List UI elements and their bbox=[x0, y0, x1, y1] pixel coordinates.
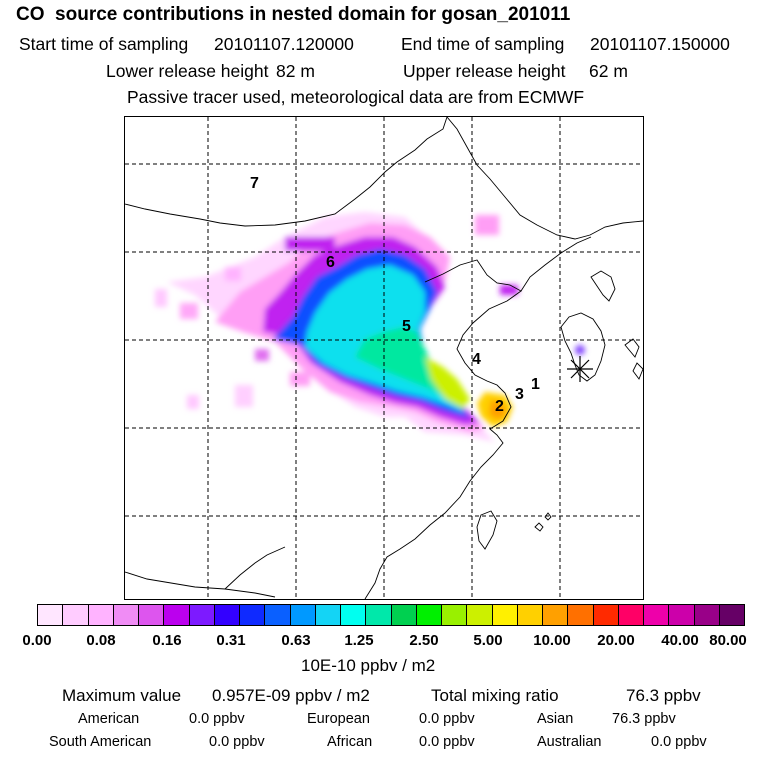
region-value-european: 0.0 ppbv bbox=[419, 711, 475, 727]
source-label-7: 7 bbox=[250, 175, 259, 192]
upper-height-label: Upper release height bbox=[403, 61, 566, 81]
colorbar-cell bbox=[38, 605, 64, 625]
map-panel: 1 2 3 4 5 6 7 bbox=[124, 116, 644, 600]
start-time-label: Start time of sampling bbox=[19, 34, 189, 54]
colorbar-tick-10: 40.00 bbox=[661, 632, 699, 649]
upper-height-value: 62 m bbox=[589, 61, 628, 81]
region-name-asian: Asian bbox=[537, 711, 574, 727]
colorbar-cell bbox=[366, 605, 392, 625]
source-label-6: 6 bbox=[326, 254, 335, 271]
colorbar-cell bbox=[669, 605, 695, 625]
star-marker-icon bbox=[567, 356, 593, 382]
lower-height-label: Lower release height bbox=[106, 61, 269, 81]
lower-height-value: 82 m bbox=[276, 61, 315, 81]
region-value-african: 0.0 ppbv bbox=[419, 734, 475, 750]
concentration-field bbox=[155, 212, 585, 442]
region-value-south-american: 0.0 ppbv bbox=[209, 734, 265, 750]
source-label-5: 5 bbox=[402, 318, 411, 335]
colorbar-tick-5: 1.25 bbox=[344, 632, 374, 649]
region-name-european: European bbox=[307, 711, 370, 727]
total-mixing-value: 76.3 ppbv bbox=[626, 686, 701, 705]
max-value: 0.957E-09 ppbv / m2 bbox=[212, 686, 370, 705]
colorbar-cell bbox=[492, 605, 518, 625]
colorbar-cell bbox=[593, 605, 619, 625]
colorbar-tick-7: 5.00 bbox=[473, 632, 503, 649]
region-name-american: American bbox=[78, 711, 140, 727]
region-name-south-american: South American bbox=[49, 734, 152, 750]
colorbar-tick-0: 0.00 bbox=[22, 632, 52, 649]
colorbar-cell bbox=[341, 605, 367, 625]
colorbar-tick-4: 0.63 bbox=[281, 632, 311, 649]
colorbar-cell bbox=[290, 605, 316, 625]
region-name-african: African bbox=[327, 734, 373, 750]
colorbar-cell bbox=[240, 605, 266, 625]
colorbar bbox=[37, 604, 745, 626]
source-label-1: 1 bbox=[531, 376, 540, 393]
colorbar-tick-3: 0.31 bbox=[216, 632, 246, 649]
colorbar-cell bbox=[88, 605, 114, 625]
end-time-label: End time of sampling bbox=[401, 34, 565, 54]
total-mixing-label: Total mixing ratio bbox=[431, 686, 559, 705]
colorbar-cell bbox=[63, 605, 89, 625]
colorbar-cell bbox=[214, 605, 240, 625]
end-time-value: 20101107.150000 bbox=[590, 34, 730, 54]
figure-title: CO source contributions in nested domain… bbox=[16, 4, 571, 25]
colorbar-cell bbox=[719, 605, 744, 625]
colorbar-cell bbox=[164, 605, 190, 625]
colorbar-cell bbox=[189, 605, 215, 625]
colorbar-cell bbox=[543, 605, 569, 625]
source-label-4: 4 bbox=[472, 351, 481, 368]
graticule bbox=[125, 117, 643, 599]
region-value-australian: 0.0 ppbv bbox=[651, 734, 707, 750]
coastlines bbox=[125, 117, 643, 599]
colorbar-cell bbox=[139, 605, 165, 625]
max-value-label: Maximum value bbox=[62, 686, 182, 705]
colorbar-tick-11: 80.00 bbox=[709, 632, 747, 649]
region-value-american: 0.0 ppbv bbox=[189, 711, 245, 727]
colorbar-tick-9: 20.00 bbox=[597, 632, 635, 649]
start-time-value: 20101107.120000 bbox=[214, 34, 354, 54]
colorbar-cell bbox=[517, 605, 543, 625]
source-label-2: 2 bbox=[495, 398, 504, 415]
colorbar-cell bbox=[442, 605, 468, 625]
source-label-3: 3 bbox=[515, 386, 524, 403]
colorbar-tick-2: 0.16 bbox=[152, 632, 182, 649]
colorbar-cell bbox=[265, 605, 291, 625]
colorbar-tick-1: 0.08 bbox=[86, 632, 116, 649]
tracer-note: Passive tracer used, meteorological data… bbox=[127, 87, 585, 107]
colorbar-cell bbox=[618, 605, 644, 625]
colorbar-cell bbox=[315, 605, 341, 625]
colorbar-cell bbox=[568, 605, 594, 625]
colorbar-cell bbox=[416, 605, 442, 625]
colorbar-tick-6: 2.50 bbox=[409, 632, 439, 649]
colorbar-units: 10E-10 ppbv / m2 bbox=[301, 656, 436, 675]
region-name-australian: Australian bbox=[537, 734, 602, 750]
map-svg: 1 2 3 4 5 6 7 bbox=[125, 117, 643, 599]
colorbar-cell bbox=[644, 605, 670, 625]
colorbar-cell bbox=[391, 605, 417, 625]
colorbar-cell bbox=[694, 605, 720, 625]
colorbar-cell bbox=[467, 605, 493, 625]
colorbar-cell bbox=[113, 605, 139, 625]
colorbar-tick-8: 10.00 bbox=[533, 632, 571, 649]
region-value-asian: 76.3 ppbv bbox=[612, 711, 676, 727]
